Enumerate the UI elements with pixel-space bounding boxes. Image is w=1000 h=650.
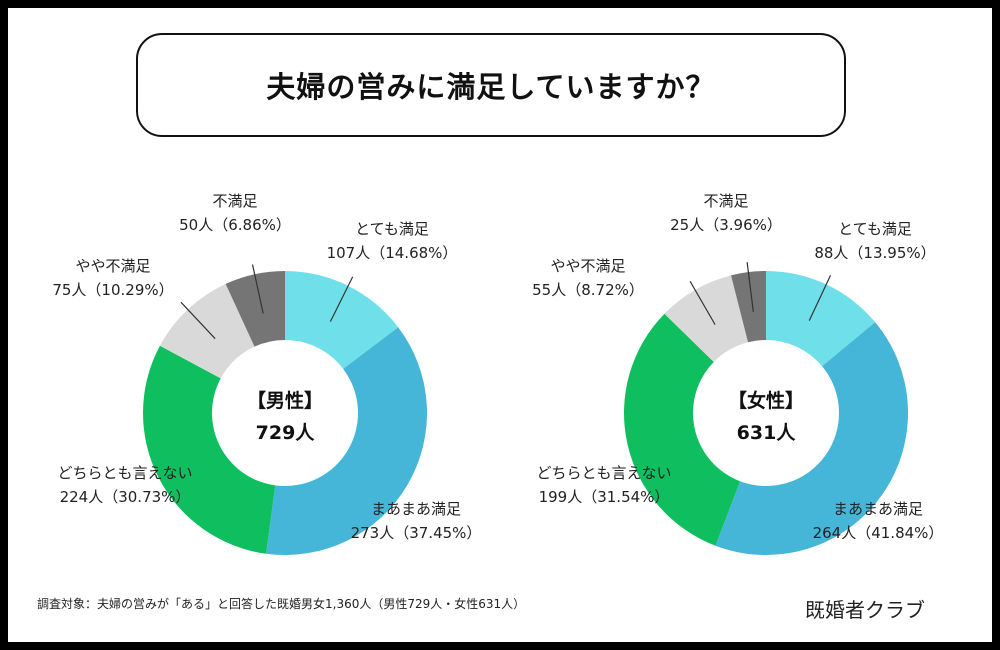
slice-value-label: 199人（31.54%） (539, 488, 670, 506)
slice-不満足 (225, 271, 285, 347)
slice-name-label: とても満足 (355, 220, 429, 238)
leader-line (808, 275, 832, 321)
slice-name-label: やや不満足 (550, 257, 625, 275)
slice-name-label: どちらとも言えない (57, 464, 192, 482)
slice-name-label: どちらとも言えない (536, 464, 671, 482)
leader-line (180, 301, 216, 340)
slice-やや不満足 (159, 283, 255, 379)
slice-どちらとも言えない (143, 345, 276, 554)
leader-line (746, 262, 754, 312)
slice-とても満足 (766, 271, 876, 367)
slice-name-label: まあまあ満足 (371, 500, 461, 518)
slice-value-label: 107人（14.68%） (327, 244, 458, 262)
slice-name-label: やや不満足 (75, 257, 150, 275)
slice-まあまあ満足 (715, 322, 908, 555)
slice-value-label: 224人（30.73%） (60, 488, 191, 506)
leader-line (689, 280, 716, 325)
slice-まあまあ満足 (266, 327, 427, 555)
leader-line (329, 276, 354, 322)
leader-line (251, 264, 264, 314)
donut-chart-female: とても満足 88人（13.95%） まあまあ満足 264人（41.84%） どちらとも言… (532, 192, 943, 555)
slice-やや不満足 (664, 275, 749, 362)
donut-chart-male: とても満足 107人（14.68%） まあまあ満足 273人（37.45%） どちらとも… (52, 192, 481, 555)
brand-name: 既婚者クラブ (805, 598, 925, 622)
slice-name-label: まあまあ満足 (833, 500, 923, 518)
center-label: 【女性】 (728, 389, 804, 412)
slice-不満足 (731, 271, 766, 343)
slice-name-label: 不満足 (212, 192, 257, 210)
slice-value-label: 50人（6.86%） (179, 216, 291, 234)
title-box: 夫婦の営みに満足していますか？ (136, 33, 846, 137)
slice-name-label: とても満足 (838, 220, 912, 238)
page-title: 夫婦の営みに満足していますか？ (266, 70, 716, 104)
slice-とても満足 (285, 271, 399, 369)
slice-value-label: 273人（37.45%） (351, 524, 482, 542)
footnote: 調査対象：夫婦の営みが「ある」と回答した既婚男女1,360人（男性729人・女性… (37, 597, 526, 611)
slice-value-label: 55人（8.72%） (532, 281, 644, 299)
center-count: 631人 (737, 422, 797, 444)
slice-value-label: 75人（10.29%） (52, 281, 173, 299)
slice-value-label: 25人（3.96%） (670, 216, 782, 234)
slice-value-label: 88人（13.95%） (814, 244, 935, 262)
slice-name-label: 不満足 (703, 192, 748, 210)
center-count: 729人 (256, 422, 316, 444)
center-label: 【男性】 (247, 389, 323, 412)
slice-どちらとも言えない (624, 313, 741, 546)
slice-value-label: 264人（41.84%） (813, 524, 944, 542)
